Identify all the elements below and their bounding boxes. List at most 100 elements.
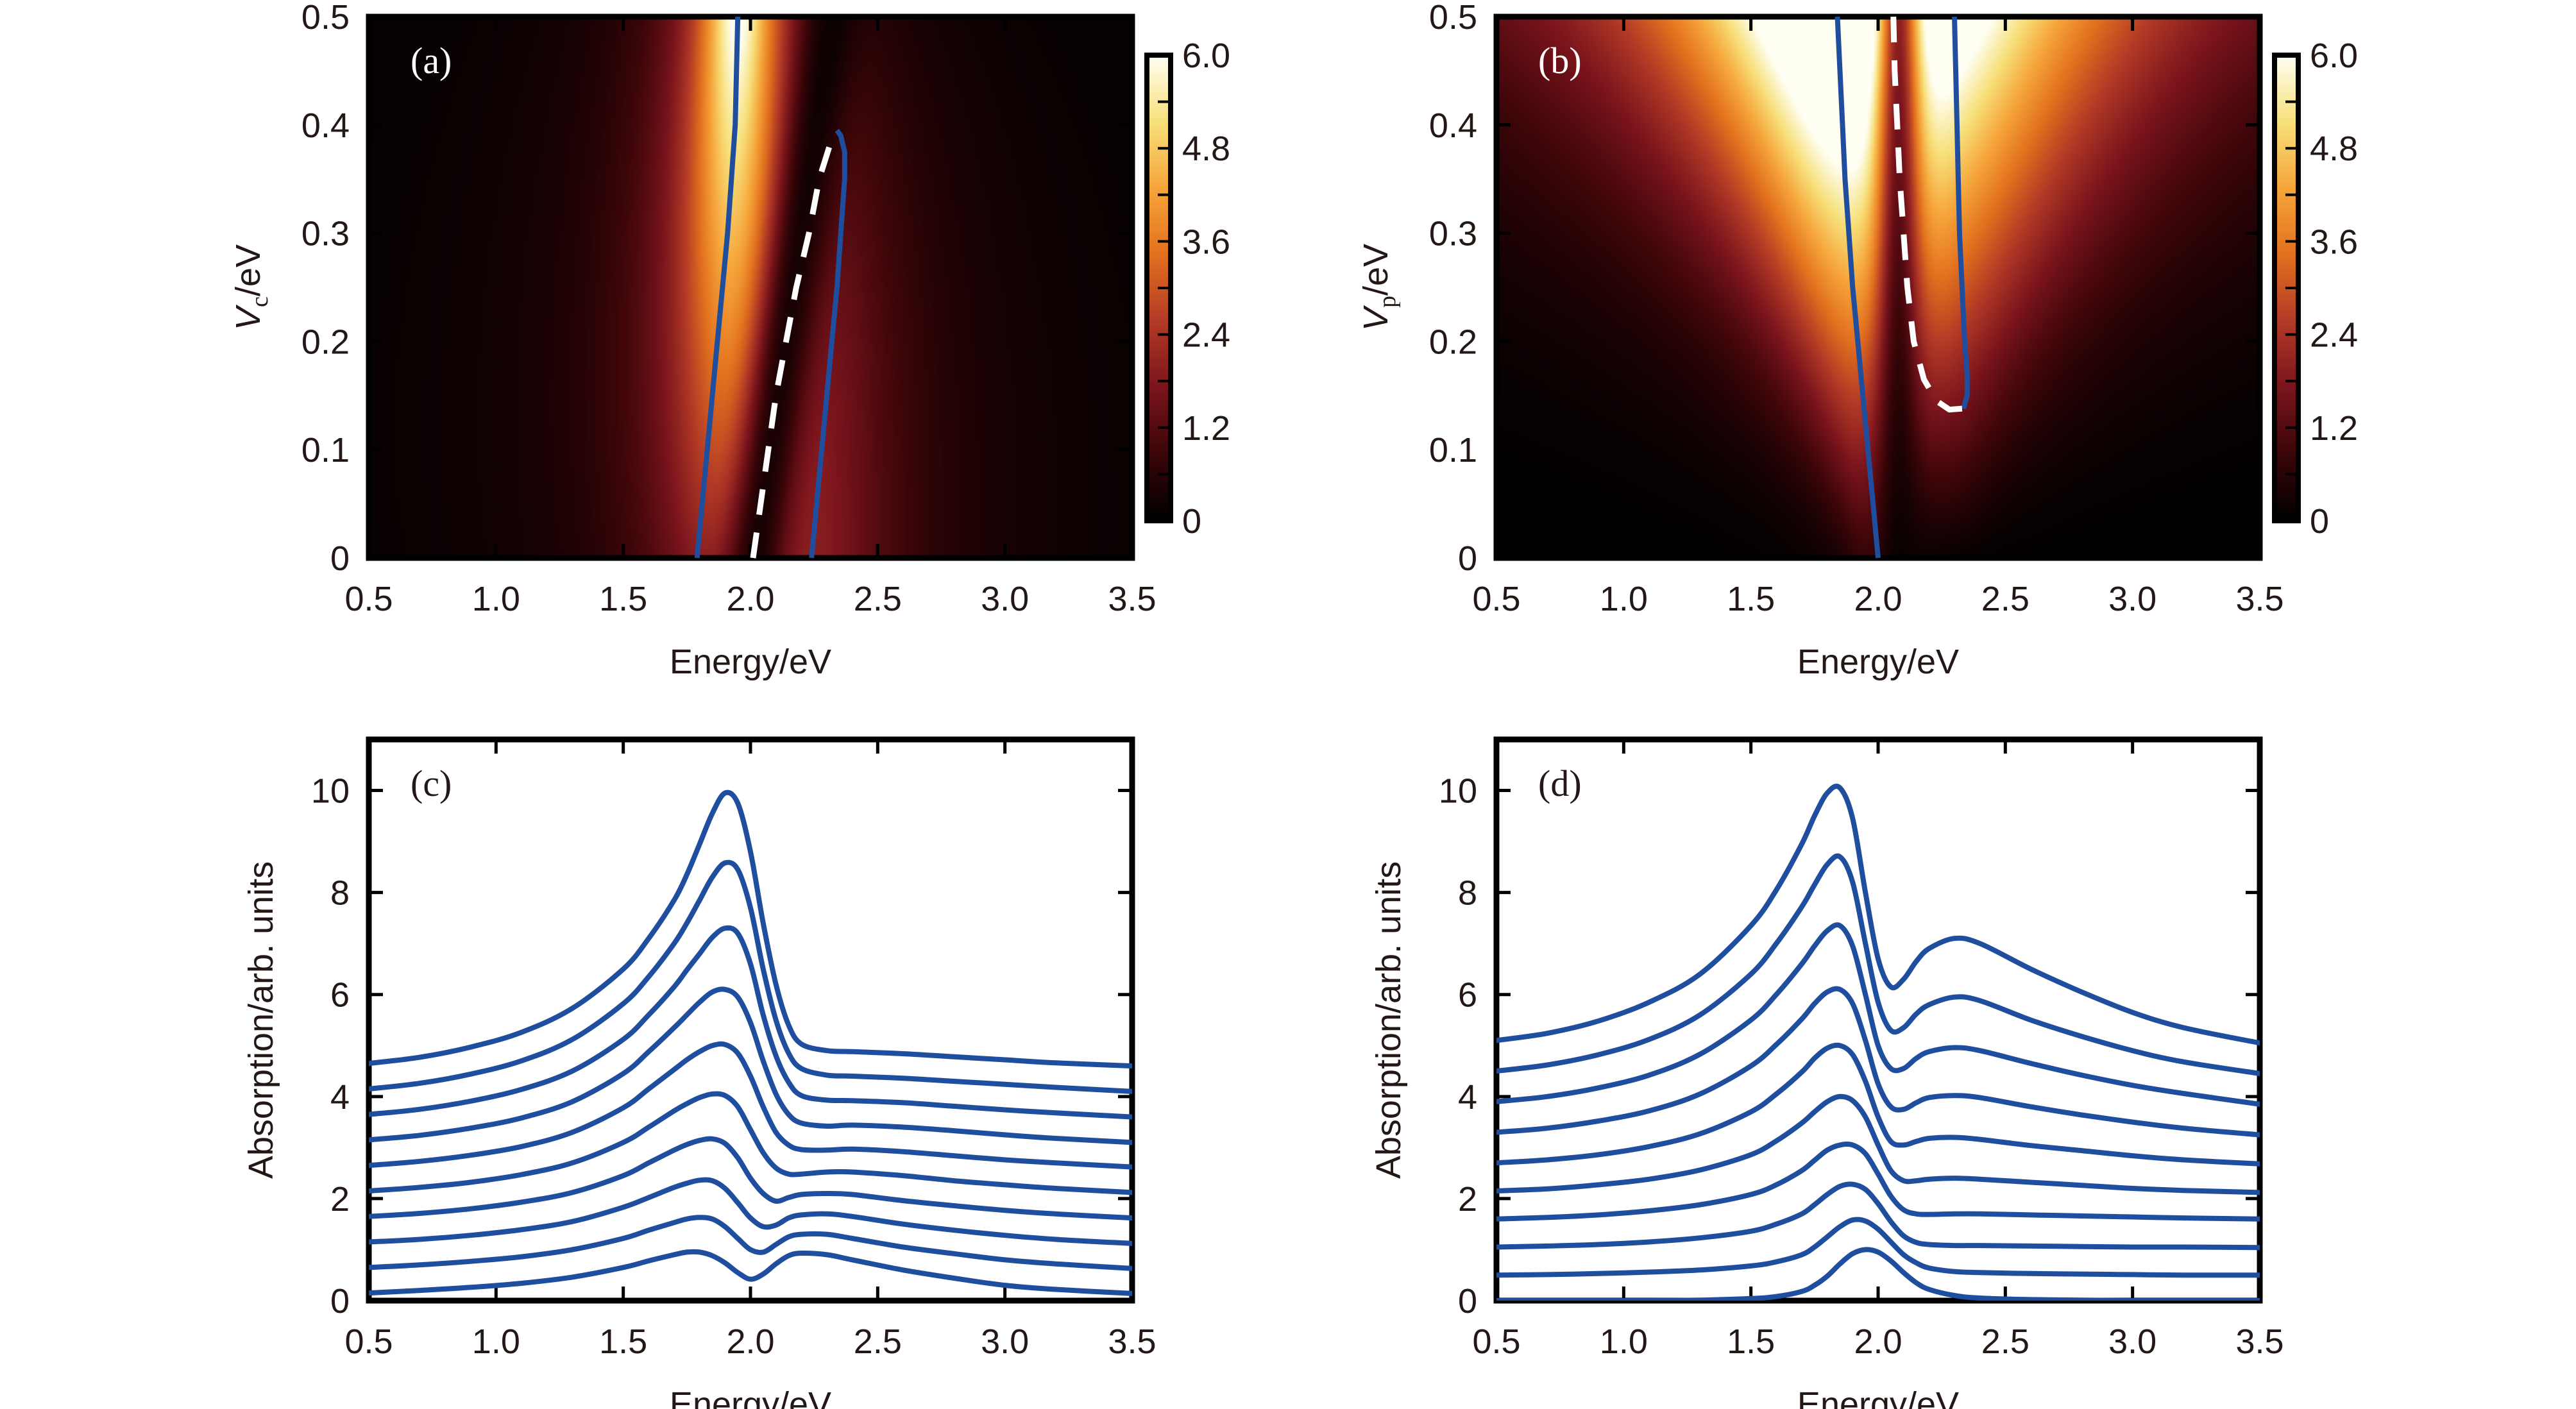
y-tick-label: 0.3 <box>301 215 350 253</box>
series-line-curve-4 <box>369 1136 1132 1221</box>
x-tick-label: 2.0 <box>726 580 774 618</box>
y-tick-label: 4 <box>330 1078 350 1117</box>
blue-contour-2 <box>809 128 847 559</box>
x-axis-title: Energy/eV <box>670 1385 831 1409</box>
panel-label: (a) <box>411 40 452 81</box>
series-line-curve-8 <box>1496 922 2260 1107</box>
y-axis-title-main: V <box>229 304 267 330</box>
white-dashed-contour <box>750 134 837 559</box>
y-tick-label: 6 <box>1458 976 1477 1015</box>
series-line-curve-5 <box>1496 1093 2260 1195</box>
y-axis-title-main: V <box>1357 305 1395 331</box>
x-tick-label: 1.5 <box>1727 580 1775 618</box>
x-tick-label: 2.5 <box>1981 1322 2029 1361</box>
y-tick-label: 0.5 <box>1429 0 1477 37</box>
panel-b: 0.5 1.0 1.5 2.0 2.5 3.0 3.5 0 0.1 0.2 0.3 0.4 0.5 Ene… <box>1357 0 2358 681</box>
series-line-curve-7 <box>369 986 1132 1145</box>
x-tick-label: 2.5 <box>854 580 902 618</box>
y-tick-label: 0 <box>330 539 350 578</box>
series-line-curve-6 <box>369 1041 1132 1170</box>
y-axis-title-subscript: p <box>1374 296 1401 308</box>
series-line-curve-9 <box>1496 853 2260 1076</box>
y-axis-title-unit: /eV <box>1357 244 1395 296</box>
x-tick-label: 3.0 <box>981 1322 1029 1361</box>
series-line-curve-10 <box>1496 784 2260 1046</box>
series-line-curve-3 <box>1496 1181 2260 1251</box>
panel-label: (d) <box>1538 763 1582 804</box>
y-axis-title-unit: /eV <box>229 244 267 296</box>
x-tick-label: 3.0 <box>2108 580 2157 618</box>
x-tick-label: 1.5 <box>599 580 647 618</box>
x-tick-label: 0.5 <box>1472 1322 1520 1361</box>
x-tick-label: 2.0 <box>726 1322 774 1361</box>
colorbar-tick-label: 2.4 <box>1182 316 1230 355</box>
white-dashed-contour <box>1890 16 1963 413</box>
x-tick-label: 2.0 <box>1854 580 1902 618</box>
panel-label: (c) <box>411 763 452 804</box>
panel-d: 0.5 1.0 1.5 2.0 2.5 3.0 3.5 0 2 4 6 8 10 Energy/eV (d)… <box>1369 736 2284 1409</box>
y-axis-title-subscript: c <box>246 296 273 307</box>
series-line-curve-2 <box>1496 1217 2260 1278</box>
y-tick-label: 2 <box>330 1180 350 1219</box>
y-tick-label: 0.1 <box>301 431 350 469</box>
y-tick-label: 10 <box>311 772 350 811</box>
plot-frame <box>366 736 1135 1304</box>
colorbar-tick-label: 6.0 <box>1182 37 1230 75</box>
y-axis-title: Vc/eV <box>229 244 273 330</box>
x-tick-label: 0.5 <box>1472 580 1520 618</box>
y-tick-label: 0.3 <box>1429 215 1477 253</box>
x-tick-label: 3.5 <box>2235 580 2284 618</box>
series-line-curve-7 <box>1496 986 2260 1138</box>
series-line-curve-2 <box>369 1215 1132 1271</box>
y-tick-label: 0 <box>1458 539 1477 578</box>
heatmap-image <box>1496 17 2260 558</box>
y-tick-label: 0.4 <box>301 106 350 145</box>
x-tick-label: 3.5 <box>1108 1322 1156 1361</box>
x-tick-label: 1.5 <box>599 1322 647 1361</box>
y-tick-label: 8 <box>1458 874 1477 913</box>
colorbar-tick-label: 0 <box>1182 502 1201 541</box>
blue-contour-2 <box>1952 16 1970 410</box>
y-tick-label: 0.4 <box>1429 106 1477 145</box>
colorbar-tick-label: 4.8 <box>2310 130 2358 168</box>
x-axis-title: Energy/eV <box>1797 643 1959 681</box>
colorbar-tick-label: 1.2 <box>1182 409 1230 448</box>
x-tick-label: 1.0 <box>472 1322 520 1361</box>
x-tick-label: 3.5 <box>2235 1322 2284 1361</box>
colorbar-tick-label: 3.6 <box>1182 223 1230 261</box>
colorbar-tick-label: 4.8 <box>1182 130 1230 168</box>
blue-contour-1 <box>694 16 741 559</box>
series-line-curve-9 <box>369 859 1132 1094</box>
colorbar-tick-label: 2.4 <box>2310 316 2358 355</box>
x-axis-title: Energy/eV <box>1797 1385 1959 1409</box>
colorbar-tick-label: 1.2 <box>2310 409 2358 448</box>
x-axis-title: Energy/eV <box>670 643 831 681</box>
series-line-curve-6 <box>1496 1042 2260 1167</box>
y-axis-title: Absorption/arb. units <box>242 861 280 1179</box>
series-line-curve-3 <box>369 1177 1132 1246</box>
y-tick-label: 10 <box>1439 772 1477 811</box>
y-tick-label: 0.2 <box>301 323 350 361</box>
x-tick-label: 3.5 <box>1108 580 1156 618</box>
y-tick-label: 0 <box>1458 1282 1477 1320</box>
y-tick-label: 4 <box>1458 1078 1477 1117</box>
colorbar-tick-label: 3.6 <box>2310 223 2358 261</box>
x-tick-label: 1.0 <box>472 580 520 618</box>
y-tick-label: 2 <box>1458 1180 1477 1219</box>
x-tick-label: 1.5 <box>1727 1322 1775 1361</box>
x-tick-label: 2.5 <box>1981 580 2029 618</box>
x-tick-label: 1.0 <box>1600 580 1648 618</box>
y-tick-label: 0.2 <box>1429 323 1477 361</box>
panel-label: (b) <box>1538 40 1582 81</box>
colorbar: 0 1.2 2.4 3.6 4.8 6.0 <box>2272 37 2358 541</box>
y-tick-label: 8 <box>330 874 350 913</box>
y-tick-label: 0.1 <box>1429 431 1477 469</box>
series-line-curve-4 <box>1496 1142 2260 1222</box>
heatmap-image <box>369 17 1132 558</box>
x-tick-label: 3.0 <box>981 580 1029 618</box>
series-line-curve-8 <box>369 925 1132 1120</box>
y-tick-label: 0.5 <box>301 0 350 37</box>
series-group <box>369 789 1132 1296</box>
y-tick-label: 0 <box>330 1282 350 1320</box>
